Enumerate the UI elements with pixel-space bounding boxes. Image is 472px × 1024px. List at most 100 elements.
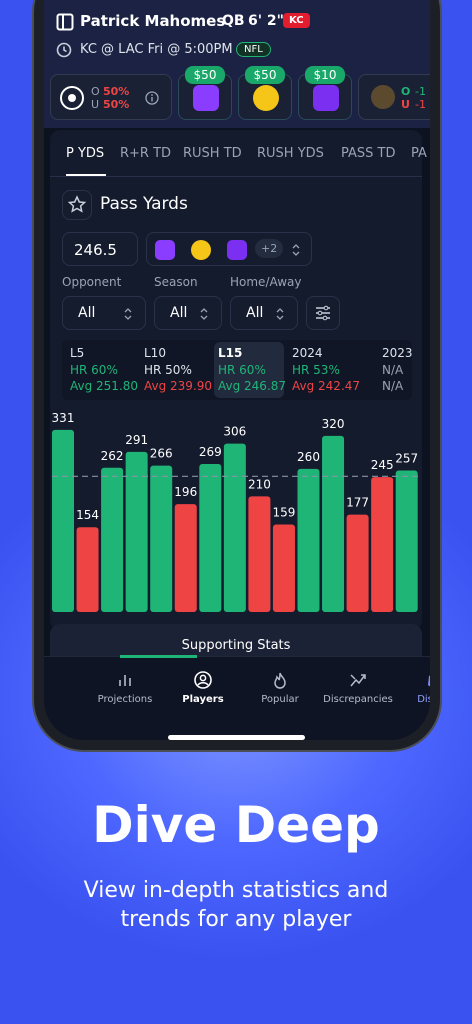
bar-label: 260 [297, 450, 320, 464]
bar-label: 159 [272, 505, 295, 519]
tab[interactable]: R+R TD [120, 146, 172, 161]
under-pct: 50% [103, 98, 130, 111]
filter-dropdown[interactable]: All [230, 296, 298, 330]
book-logo [227, 240, 247, 260]
tab[interactable]: PASS TD [341, 146, 396, 161]
bar [371, 477, 394, 612]
bar-label: 320 [322, 417, 345, 431]
sidebar-icon[interactable] [56, 13, 74, 31]
filter-label: Season [154, 275, 198, 289]
home-indicator [168, 735, 305, 740]
line-input[interactable]: 246.5 [62, 232, 138, 266]
split-name[interactable]: L15 [218, 346, 243, 360]
league-badge: NFL [236, 42, 271, 57]
filter-label: Opponent [62, 275, 122, 289]
nav-label[interactable]: Projections [97, 694, 153, 705]
bar-label: 196 [174, 485, 197, 499]
bar [101, 467, 124, 612]
split-average: Avg 242.47 [292, 379, 361, 393]
tab[interactable]: RUSH YDS [257, 146, 324, 161]
subtitle-line: View in-depth statistics and [83, 878, 389, 903]
tab[interactable]: P YDS [66, 146, 105, 161]
star-icon [67, 195, 87, 213]
team-badge: KC [283, 13, 310, 28]
book-card[interactable]: O -1 U -1 [358, 74, 430, 120]
split-average: Avg 251.80 [70, 379, 139, 393]
bar [248, 496, 271, 612]
over-line: -1 [415, 85, 426, 98]
nav-icon[interactable] [426, 670, 430, 690]
bar [150, 465, 173, 612]
nav-label[interactable]: Popular [261, 694, 299, 705]
bar-label: 331 [52, 411, 75, 425]
nav-icon[interactable] [270, 670, 290, 690]
split-average: Avg 239.90 [144, 379, 213, 393]
filter-value: All [246, 305, 264, 321]
bonus-pill: $50 [245, 66, 285, 84]
book-logo [371, 85, 395, 109]
hero-subtitle: View in-depth statistics and trends for … [0, 876, 472, 934]
stat-title: Pass Yards [100, 194, 188, 214]
split-hit-rate: HR 60% [218, 363, 266, 377]
bar-label: 210 [248, 477, 271, 491]
book-logo [191, 240, 211, 260]
split-hit-rate: HR 53% [292, 363, 340, 377]
game-info: KC @ LAC Fri @ 5:00PM [80, 42, 233, 57]
bar-label: 154 [76, 508, 99, 522]
bar [395, 470, 418, 612]
bar [272, 524, 295, 612]
book-logo [193, 85, 219, 111]
screen: Patrick Mahomes QB 6' 2" KC KC @ LAC Fri… [44, 0, 430, 740]
settings-button[interactable] [306, 296, 340, 330]
clock-icon [56, 42, 72, 58]
filter-value: All [170, 305, 188, 321]
nav-label[interactable]: Discord [417, 694, 430, 705]
split-name[interactable]: 2024 [292, 346, 323, 360]
tab-underline [66, 174, 106, 176]
book-logo [155, 240, 175, 260]
book-logo [253, 85, 279, 111]
under-line: -1 [415, 98, 426, 111]
tab[interactable]: RUSH TD [183, 146, 242, 161]
hero-title: Dive Deep [92, 796, 380, 854]
nav-label[interactable]: Players [182, 694, 224, 705]
nav-bar [44, 656, 430, 740]
tab[interactable]: PA [411, 146, 427, 161]
favorite-button[interactable] [62, 190, 92, 220]
divider [50, 176, 422, 177]
info-icon[interactable] [145, 91, 159, 105]
bar [52, 429, 74, 612]
bar [297, 468, 320, 612]
sliders-icon [316, 305, 330, 321]
bar-label: 257 [395, 452, 418, 466]
nav-icon[interactable] [193, 670, 213, 690]
book-selector[interactable]: +2 [146, 232, 312, 266]
nav-icon[interactable] [348, 670, 368, 690]
split-hit-rate: HR 60% [70, 363, 118, 377]
chevron-icon [123, 306, 133, 322]
bar-label: 269 [199, 445, 222, 459]
split-average: N/A [382, 379, 404, 393]
chevron-icon [292, 244, 300, 256]
bar [346, 514, 369, 612]
bar [322, 435, 345, 612]
split-average: Avg 246.87 [218, 379, 287, 393]
nav-icon[interactable] [115, 670, 135, 690]
more-books: +2 [255, 239, 284, 258]
book-card[interactable]: O 50% U 50% [50, 74, 172, 120]
book-logo [313, 85, 339, 111]
nav-label[interactable]: Discrepancies [323, 694, 393, 705]
split-name[interactable]: 2023 [382, 346, 413, 360]
supporting-title: Supporting Stats [181, 638, 291, 653]
split-name[interactable]: L5 [70, 346, 85, 360]
over-label: O [401, 85, 411, 98]
bar [174, 504, 197, 612]
filter-dropdown[interactable]: All [62, 296, 146, 330]
bar [125, 451, 148, 612]
split-name[interactable]: L10 [144, 346, 166, 360]
split-hit-rate: N/A [382, 363, 404, 377]
filter-dropdown[interactable]: All [154, 296, 222, 330]
under-label: U [91, 98, 100, 111]
nav-indicator [120, 655, 197, 658]
